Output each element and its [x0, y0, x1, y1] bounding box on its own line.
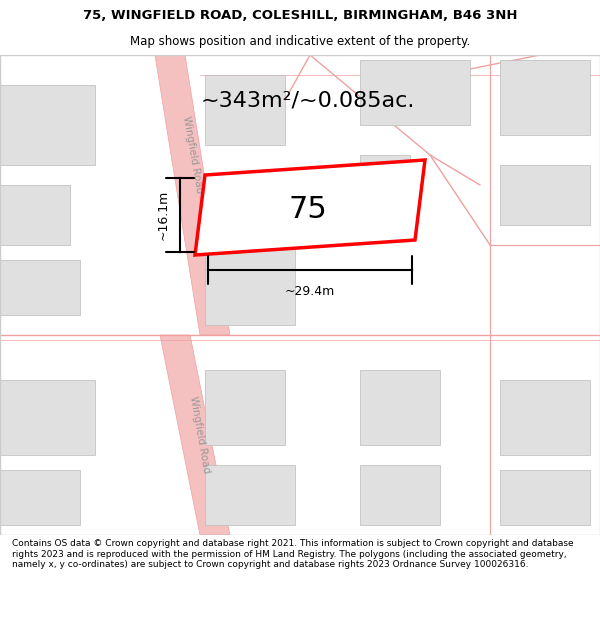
Bar — [360, 370, 440, 445]
Bar — [0, 380, 95, 455]
Bar — [0, 85, 95, 165]
Bar — [500, 470, 590, 525]
Bar — [0, 260, 80, 315]
Bar — [205, 465, 295, 525]
Bar — [500, 165, 590, 225]
Bar — [360, 155, 410, 205]
Text: ~343m²/~0.085ac.: ~343m²/~0.085ac. — [201, 90, 415, 110]
Bar — [205, 75, 285, 145]
Bar — [360, 60, 470, 125]
Text: ~16.1m: ~16.1m — [157, 190, 170, 240]
Text: Contains OS data © Crown copyright and database right 2021. This information is : Contains OS data © Crown copyright and d… — [12, 539, 574, 569]
Text: Wingfield Road: Wingfield Road — [188, 396, 212, 474]
Bar — [360, 465, 440, 525]
Polygon shape — [155, 55, 230, 335]
Polygon shape — [195, 160, 425, 255]
Bar — [205, 370, 285, 445]
Text: ~29.4m: ~29.4m — [285, 285, 335, 298]
Bar — [0, 470, 80, 525]
Bar — [205, 245, 295, 325]
Text: 75: 75 — [289, 196, 328, 224]
Bar — [0, 185, 70, 245]
Text: 75, WINGFIELD ROAD, COLESHILL, BIRMINGHAM, B46 3NH: 75, WINGFIELD ROAD, COLESHILL, BIRMINGHA… — [83, 9, 517, 22]
Polygon shape — [160, 335, 230, 535]
Bar — [500, 380, 590, 455]
Text: Wingfield Road: Wingfield Road — [181, 116, 205, 194]
Text: Map shows position and indicative extent of the property.: Map shows position and indicative extent… — [130, 35, 470, 48]
Bar — [500, 60, 590, 135]
